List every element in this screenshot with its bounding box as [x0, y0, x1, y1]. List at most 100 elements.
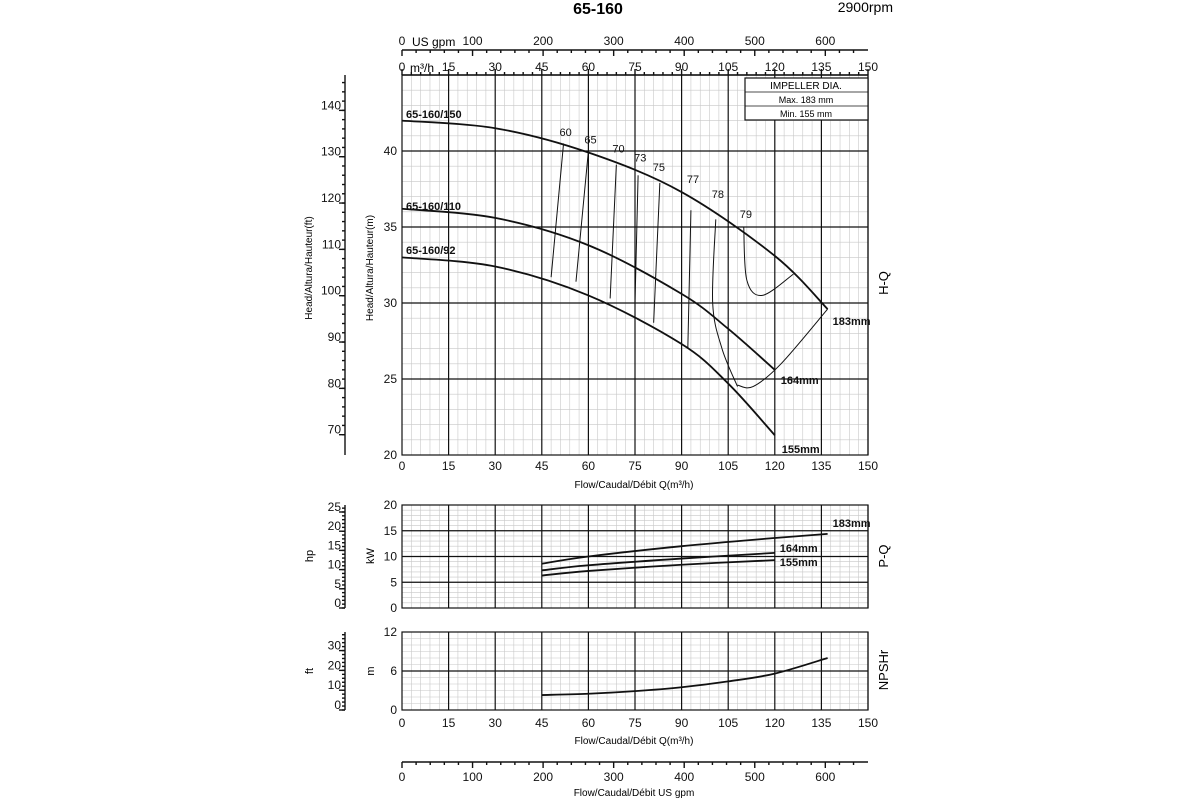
y-tick-label: 20 — [384, 498, 398, 512]
x-tick-label: 60 — [582, 716, 596, 730]
flow-axis-title-hq: Flow/Caudal/Débit Q(m³/h) — [575, 480, 694, 491]
panel-frame — [401, 504, 869, 609]
x-tick-label: 30 — [489, 716, 503, 730]
top-gpm-tick-label: 0 — [399, 34, 406, 48]
flow-axis-title-npsh: Flow/Caudal/Débit Q(m³/h) — [575, 736, 694, 747]
bottom-gpm-tick-label: 0 — [399, 770, 406, 784]
top-m3h-tick-label: 0 — [399, 60, 406, 74]
impeller-heading: IMPELLER DIA. — [770, 81, 842, 92]
efficiency-line — [737, 308, 828, 389]
npsh-m-axis-title: m — [365, 666, 377, 675]
efficiency-label: 77 — [687, 174, 699, 186]
hq-diameter-label: 155mm — [782, 444, 820, 456]
bottom-gpm-tick-label: 100 — [463, 770, 483, 784]
efficiency-line — [653, 182, 661, 323]
y-tick-label: 0 — [390, 601, 397, 615]
top-m3h-tick-label: 105 — [718, 60, 738, 74]
y-tick-label: 25 — [384, 372, 398, 386]
secondary-tick-label: 110 — [322, 237, 341, 251]
x-tick-label: 135 — [811, 459, 831, 473]
pq-curve-164mm — [541, 551, 775, 572]
pq-curve-183mm — [541, 532, 828, 565]
efficiency-line — [550, 143, 565, 278]
x-tick-label: 45 — [535, 459, 549, 473]
secondary-tick-label: 100 — [321, 284, 341, 298]
x-tick-label: 105 — [718, 459, 738, 473]
y-tick-label: 12 — [384, 625, 398, 639]
pq-series-label: 164mm — [780, 543, 818, 555]
head-ft-axis-title: Head/Altura/Hauteur(ft) — [304, 216, 315, 319]
hq-series-name: 65-160/92 — [406, 245, 456, 257]
efficiency-line — [575, 150, 589, 282]
efficiency-line — [743, 226, 794, 297]
x-tick-label: 90 — [675, 459, 689, 473]
secondary-tick-label: 0 — [334, 698, 341, 712]
top-m3h-tick-label: 120 — [765, 60, 785, 74]
y-tick-label: 0 — [390, 703, 397, 717]
secondary-tick-label: 30 — [328, 639, 342, 653]
secondary-tick-label: 140 — [321, 98, 341, 112]
efficiency-label: 70 — [612, 144, 624, 156]
top-m3h-tick-label: 135 — [811, 60, 831, 74]
npsh-ft-axis-title: ft — [304, 668, 316, 674]
impeller-min: Min. 155 mm — [780, 109, 832, 119]
y-tick-label: 20 — [384, 448, 398, 462]
pq-series-label: 183mm — [833, 518, 871, 530]
speed-label: 2900rpm — [838, 0, 893, 15]
efficiency-line — [609, 164, 617, 299]
top-m3h-unit: m³/h — [410, 61, 434, 75]
efficiency-label: 79 — [740, 209, 752, 221]
bottom-gpm-tick-label: 600 — [815, 770, 835, 784]
x-tick-label: 150 — [858, 716, 878, 730]
x-tick-label: 15 — [442, 459, 456, 473]
hq-curve-164mm — [401, 207, 776, 371]
y-tick-label: 30 — [384, 296, 398, 310]
secondary-tick-label: 20 — [328, 519, 342, 533]
x-tick-label: 60 — [582, 459, 596, 473]
top-gpm-tick-label: 500 — [745, 34, 765, 48]
secondary-tick-label: 80 — [328, 376, 342, 390]
hq-side-label: H-Q — [876, 271, 891, 295]
pq-series-label: 155mm — [780, 557, 818, 569]
top-m3h-tick-label: 60 — [582, 60, 596, 74]
secondary-tick-label: 0 — [334, 596, 341, 610]
secondary-tick-label: 10 — [328, 558, 342, 572]
kw-axis-title: kW — [365, 547, 377, 564]
secondary-tick-label: 25 — [328, 500, 342, 514]
top-m3h-tick-label: 75 — [628, 60, 642, 74]
top-gpm-unit: US gpm — [412, 35, 455, 49]
hq-diameter-label: 164mm — [781, 375, 819, 387]
npsh-side-label: NPSHr — [876, 649, 891, 690]
hq-curve-155mm — [401, 256, 776, 436]
top-gpm-tick-label: 400 — [674, 34, 694, 48]
y-tick-label: 15 — [384, 524, 398, 538]
top-gpm-tick-label: 100 — [463, 34, 483, 48]
x-tick-label: 90 — [675, 716, 689, 730]
top-m3h-tick-label: 30 — [489, 60, 503, 74]
bottom-gpm-tick-label: 200 — [533, 770, 553, 784]
x-tick-label: 120 — [765, 716, 785, 730]
y-tick-label: 6 — [390, 664, 397, 678]
panel-frame — [401, 631, 869, 711]
x-tick-label: 0 — [399, 716, 406, 730]
chart-title: 65-160 — [573, 1, 623, 18]
hq-curve-183mm — [401, 119, 829, 310]
y-tick-label: 10 — [384, 550, 398, 564]
top-gpm-tick-label: 600 — [815, 34, 835, 48]
pq-curve-155mm — [541, 559, 775, 577]
x-tick-label: 120 — [765, 459, 785, 473]
chart-dynamic-layer: 65-160/150 183mm 65-160/110 164mm 65-160/92 1… — [401, 109, 871, 696]
y-tick-label: 40 — [384, 144, 398, 158]
y-tick-label: 5 — [390, 575, 397, 589]
top-gpm-tick-label: 200 — [533, 34, 553, 48]
bottom-gpm-tick-label: 400 — [674, 770, 694, 784]
hq-diameter-label: 183mm — [833, 316, 871, 328]
secondary-tick-label: 130 — [321, 145, 341, 159]
hq-series-name: 65-160/110 — [406, 201, 461, 213]
x-tick-label: 0 — [399, 459, 406, 473]
flow-axis-title-gpm: Flow/Caudal/Débit US gpm — [574, 788, 695, 799]
secondary-tick-label: 15 — [328, 538, 342, 552]
efficiency-label: 78 — [712, 189, 724, 201]
efficiency-label: 60 — [560, 127, 572, 139]
